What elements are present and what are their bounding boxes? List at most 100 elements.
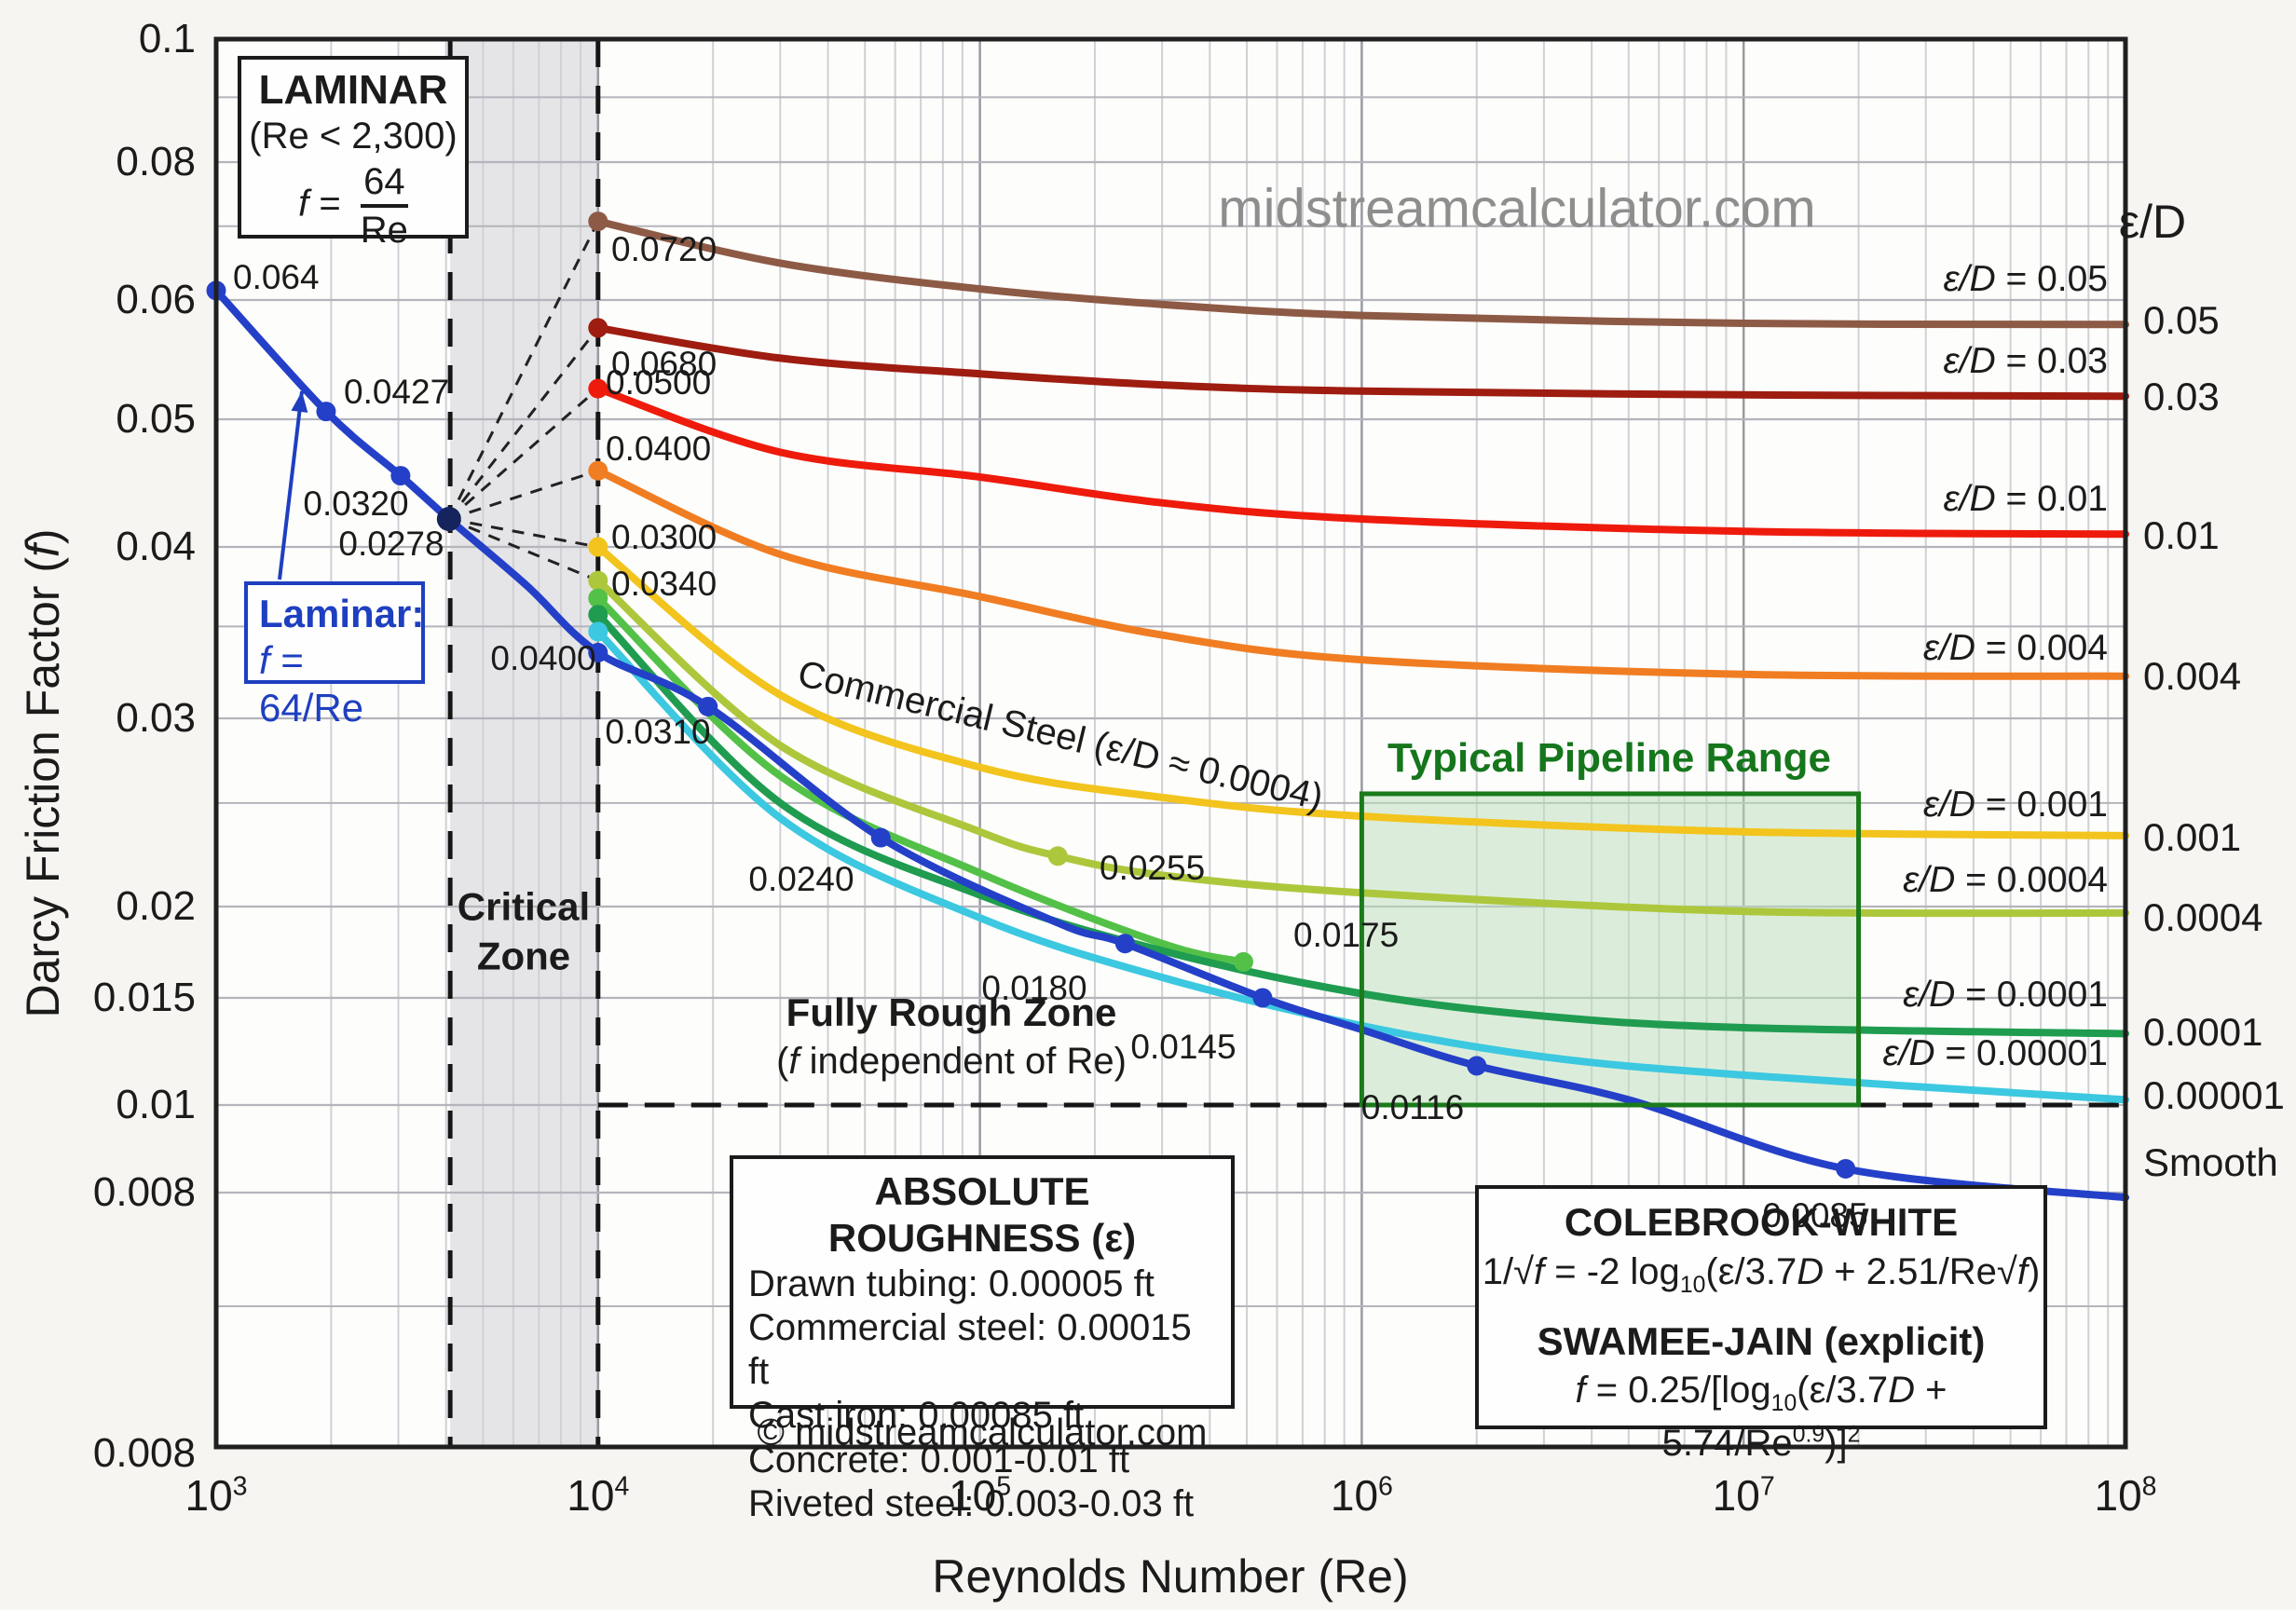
point-label: 0.0310 (605, 713, 711, 751)
swamee-jain-title: SWAMEE-JAIN (explicit) (1537, 1318, 1986, 1363)
critical-zone-label: Critical Zone (458, 883, 590, 981)
eps-over-d-header: ε/D (2118, 196, 2187, 248)
y-tick-label: 0.02 (116, 883, 196, 929)
y-tick-label: 0.05 (116, 396, 196, 442)
data-point-short-green (588, 588, 608, 608)
data-point-eps-0.01 (588, 378, 608, 399)
roughness-items: Drawn tubing: 0.00005 ft Commercial steel… (748, 1262, 1216, 1526)
formula-part: + 5.74/Re (1661, 1370, 1948, 1465)
fan-dashed-line (448, 469, 599, 521)
laminar-formula-num: 64 (363, 160, 405, 202)
pipeline-range-title: Typical Pipeline Range (1387, 735, 1831, 781)
laminar-callout-formula: f = 64/Re (259, 637, 410, 731)
point-label: 0.0278 (338, 525, 444, 563)
data-point-eps-0.004 (588, 460, 608, 481)
roughness-item: Cast iron: 0.00085 ft (748, 1395, 1085, 1437)
y-tick-label: 0.03 (116, 695, 196, 741)
laminar-box-formula: f = 64 Re (241, 161, 465, 251)
point-label: 0.0085 (1762, 1196, 1868, 1235)
curve-smooth (212, 286, 2129, 1202)
point-label: 0.0180 (981, 969, 1087, 1007)
data-point-smooth (698, 696, 718, 716)
y-tick-label: 0.01 (116, 1082, 196, 1127)
formula-part: 1/√ (1482, 1250, 1535, 1292)
x-tick-label: 106 (1330, 1471, 1393, 1520)
y-axis-title: Darcy Friction Factor (f) (16, 528, 70, 1017)
formula-part: f (1575, 1370, 1586, 1412)
formula-part: (ε/3.7 (1797, 1370, 1889, 1412)
formula-part: f (259, 638, 270, 683)
formulas-box: COLEBROOK-WHITE 1/√f = -2 log10(ε/3.7D +… (1475, 1185, 2047, 1464)
curve-eps-0.03 (594, 323, 2129, 401)
fan-dashed-line (447, 326, 599, 520)
x-tick-label: 105 (949, 1471, 1012, 1520)
formula-part: D (1797, 1250, 1824, 1292)
curve-eps-0.01 (594, 385, 2129, 539)
fully-rough-zone-label: Fully Rough Zone (f independent of Re) (776, 989, 1127, 1085)
fan-dashed-line (448, 517, 599, 549)
laminar-info-box: LAMINAR (Re < 2,300) f = 64 Re (238, 56, 469, 251)
right-axis-value: 0.0001 (2143, 1010, 2263, 1054)
transition-point-dot (436, 507, 461, 532)
roughness-item: Drawn tubing: 0.00005 ft (748, 1262, 1155, 1304)
formula-part: D (1888, 1370, 1916, 1412)
laminar-formula-f: f (298, 183, 309, 225)
data-point-eps-0.00001 (588, 621, 608, 642)
y-tick-label: 0.015 (92, 975, 196, 1020)
y-tick-label: 0.04 (116, 524, 196, 569)
curve-eps-0.05 (594, 217, 2129, 329)
eps-curve-label: ε/D = 0.001 (1922, 785, 2108, 825)
formula-part: ) (2027, 1250, 2041, 1292)
fully-rough-line2: (f independent of Re) (776, 1037, 1127, 1084)
eps-curve-label: ε/D = 0.0004 (1903, 860, 2108, 900)
colebrook-title: COLEBROOK-WHITE (1564, 1200, 1959, 1244)
laminar-callout-arrowhead (291, 391, 308, 413)
pipeline-range-border (1359, 791, 1862, 1108)
watermark: midstreamcalculator.com (1218, 178, 1816, 239)
fan-dashed-line (447, 387, 599, 521)
swamee-jain-formula: f = 0.25/[log10(ε/3.7D + 5.74/Re0.9)]2 (1479, 1366, 2043, 1467)
point-label: 0.0145 (1130, 1028, 1237, 1066)
right-axis-value: 0.001 (2143, 815, 2242, 859)
data-point-smooth (390, 466, 411, 486)
data-point-smooth (1114, 934, 1135, 954)
critical-zone-line1: Critical (457, 884, 591, 929)
right-axis-value: 0.05 (2143, 298, 2220, 342)
x-tick-label: 104 (567, 1471, 630, 1520)
data-point-smooth (1252, 988, 1273, 1008)
data-point-eps-0.0001 (588, 605, 608, 625)
right-axis-value: 0.004 (2143, 654, 2242, 698)
data-point-smooth (870, 827, 891, 848)
point-label: 0.0500 (606, 363, 712, 402)
roughness-item: Concrete: 0.001-0.01 ft (748, 1439, 1130, 1480)
formula-part: 10 (1770, 1391, 1797, 1417)
point-label: 0.0255 (1100, 849, 1206, 887)
right-axis-value: 0.00001 (2143, 1073, 2285, 1117)
formula-part: (ε/3.7 (1705, 1250, 1797, 1292)
point-label: 0.064 (233, 258, 320, 296)
point-label: 0.0400 (606, 430, 712, 468)
data-point-smooth (1467, 1056, 1487, 1076)
formula-part: Darcy Friction Factor ( (17, 557, 69, 1018)
right-axis-value: 0.01 (2143, 513, 2220, 557)
right-axis-value: 0.03 (2143, 375, 2220, 418)
formula-part: f (1534, 1250, 1545, 1292)
data-point-eps-0.001 (588, 537, 608, 557)
formula-part: f (788, 1040, 800, 1082)
colebrook-formula: 1/√f = -2 log10(ε/3.7D + 2.51/Re√f) (1479, 1248, 2043, 1301)
formula-part: 10 (1679, 1272, 1706, 1298)
eps-curve-label: ε/D = 0.004 (1922, 628, 2108, 668)
point-label: 0.0340 (611, 565, 718, 603)
x-tick-label: 108 (2094, 1471, 2157, 1520)
curve-eps-0.0001 (594, 610, 2129, 1038)
y-tick-label: 0.1 (138, 16, 196, 61)
critical-zone-band (450, 39, 598, 1447)
eps-curve-label: ε/D = 0.00001 (1882, 1033, 2108, 1073)
point-label: 0.0320 (303, 484, 409, 523)
curve-eps-0.004 (594, 467, 2129, 680)
formula-part: 2 (1847, 1423, 1861, 1449)
roughness-box: ABSOLUTE ROUGHNESS (ε) Drawn tubing: 0.0… (730, 1155, 1235, 1524)
critical-zone-line2: Zone (476, 934, 571, 977)
data-point-eps-0.0004 (588, 570, 608, 591)
right-axis-value: Smooth (2143, 1140, 2278, 1184)
